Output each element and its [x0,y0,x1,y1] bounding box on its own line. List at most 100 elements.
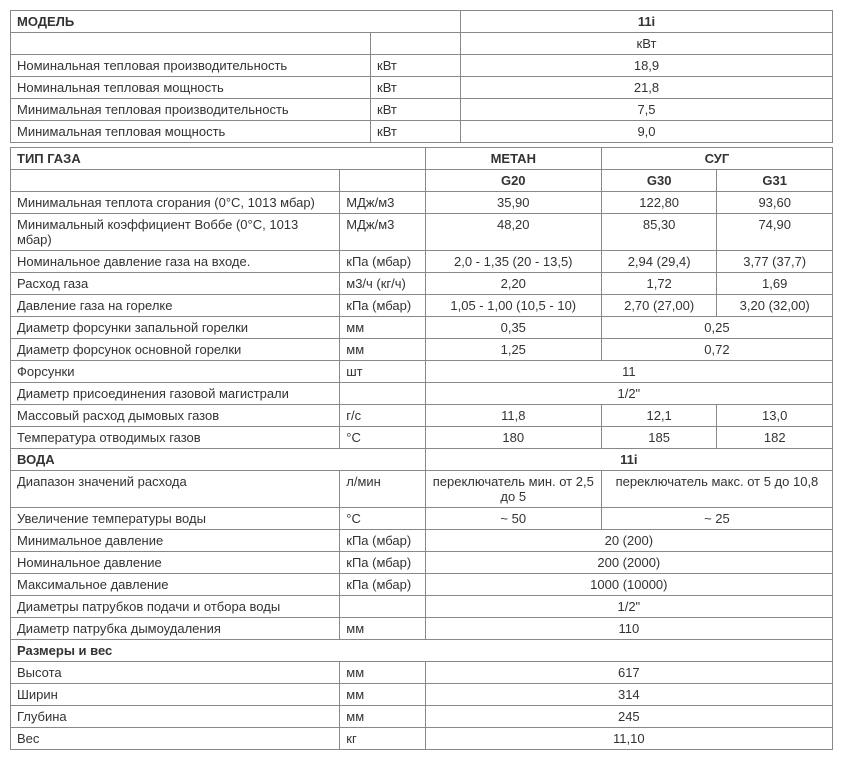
row-unit: кПа (мбар) [340,552,425,574]
row-unit: кВт [371,99,461,121]
row-g30: 2,94 (29,4) [601,251,717,273]
gas-sub-g31: G31 [717,170,833,192]
row-label: Вес [11,728,340,750]
row-label: Минимальная тепловая мощность [11,121,371,143]
row-unit: кПа (мбар) [340,574,425,596]
row-value: 1/2" [425,596,832,618]
row-unit: °C [340,427,425,449]
row-label: Минимальный коэффициент Воббе (0°C, 1013… [11,214,340,251]
row-value: 200 (2000) [425,552,832,574]
row-unit: шт [340,361,425,383]
gas-type-table: ТИП ГАЗА МЕТАН СУГ G20 G30 G31 Минимальн… [10,147,833,750]
row-label: Минимальная теплота сгорания (0°C, 1013 … [11,192,340,214]
row-label: Температура отводимых газов [11,427,340,449]
row-value: 1000 (10000) [425,574,832,596]
row-label: Диаметр форсунки запальной горелки [11,317,340,339]
row-unit: мм [340,317,425,339]
row-value: 20 (200) [425,530,832,552]
row-g31: 3,20 (32,00) [717,295,833,317]
row-label: Диаметр присоединения газовой магистрали [11,383,340,405]
row-g31: 74,90 [717,214,833,251]
row-g31: 93,60 [717,192,833,214]
temp-max: ~ 25 [601,508,832,530]
row-label: Номинальная тепловая мощность [11,77,371,99]
row-label: Глубина [11,706,340,728]
row-unit: мм [340,662,425,684]
row-label: Диаметры патрубков подачи и отбора воды [11,596,340,618]
row-g31: 1,69 [717,273,833,295]
unit-row: кВт [461,33,833,55]
row-value: 1/2" [425,383,832,405]
flow-max: переключатель макс. от 5 до 10,8 [601,471,832,508]
row-g20: 11,8 [425,405,601,427]
dimensions-header: Размеры и вес [11,640,833,662]
gas-sub-g30: G30 [601,170,717,192]
temp-min: ~ 50 [425,508,601,530]
flow-min: переключатель мин. от 2,5 до 5 [425,471,601,508]
row-label: Минимальная тепловая производительность [11,99,371,121]
row-label: Номинальная тепловая производительность [11,55,371,77]
row-g31: 3,77 (37,7) [717,251,833,273]
row-unit: м3/ч (кг/ч) [340,273,425,295]
row-value: 245 [425,706,832,728]
row-g20: 180 [425,427,601,449]
row-label: Ширин [11,684,340,706]
row-g20: 1,25 [425,339,601,361]
row-value: 11,10 [425,728,832,750]
row-g30: 12,1 [601,405,717,427]
row-unit: кВт [371,55,461,77]
row-value: 7,5 [461,99,833,121]
row-unit: °C [340,508,425,530]
row-g31: 13,0 [717,405,833,427]
row-label: Диаметр патрубка дымоудаления [11,618,340,640]
gas-col-methane: МЕТАН [425,148,601,170]
row-g20: 48,20 [425,214,601,251]
row-unit: кВт [371,121,461,143]
row-g20: 0,35 [425,317,601,339]
row-unit: мм [340,684,425,706]
row-g30: 1,72 [601,273,717,295]
row-unit: мм [340,339,425,361]
row-g20: 2,20 [425,273,601,295]
row-unit: мм [340,618,425,640]
row-label: Увеличение температуры воды [11,508,340,530]
row-g20: 2,0 - 1,35 (20 - 13,5) [425,251,601,273]
row-label: Диаметр форсунок основной горелки [11,339,340,361]
row-value: 617 [425,662,832,684]
row-unit: кПа (мбар) [340,530,425,552]
row-g31: 182 [717,427,833,449]
row-unit: кВт [371,77,461,99]
row-g30: 185 [601,427,717,449]
model-header-value: 11i [461,11,833,33]
row-unit: г/с [340,405,425,427]
row-unit: л/мин [340,471,425,508]
row-label: Расход газа [11,273,340,295]
row-unit: кПа (мбар) [340,295,425,317]
row-unit: кПа (мбар) [340,251,425,273]
row-g20: 1,05 - 1,00 (10,5 - 10) [425,295,601,317]
row-value: 21,8 [461,77,833,99]
row-value: 314 [425,684,832,706]
row-unit: кг [340,728,425,750]
row-unit: МДж/м3 [340,192,425,214]
row-merged: 0,25 [601,317,832,339]
model-header-label: МОДЕЛЬ [11,11,461,33]
row-unit [340,596,425,618]
gas-sub-g20: G20 [425,170,601,192]
water-header-value: 11i [425,449,832,471]
row-g30: 85,30 [601,214,717,251]
row-label: Номинальное давление [11,552,340,574]
model-table: МОДЕЛЬ 11i кВт Номинальная тепловая прои… [10,10,833,143]
row-label: Максимальное давление [11,574,340,596]
row-label: Минимальное давление [11,530,340,552]
row-value: 9,0 [461,121,833,143]
row-value: 11 [425,361,832,383]
row-label: Номинальное давление газа на входе. [11,251,340,273]
row-label: Высота [11,662,340,684]
row-unit [340,383,425,405]
gas-col-sug: СУГ [601,148,832,170]
row-value: 110 [425,618,832,640]
row-merged: 0,72 [601,339,832,361]
row-g30: 122,80 [601,192,717,214]
row-unit: МДж/м3 [340,214,425,251]
